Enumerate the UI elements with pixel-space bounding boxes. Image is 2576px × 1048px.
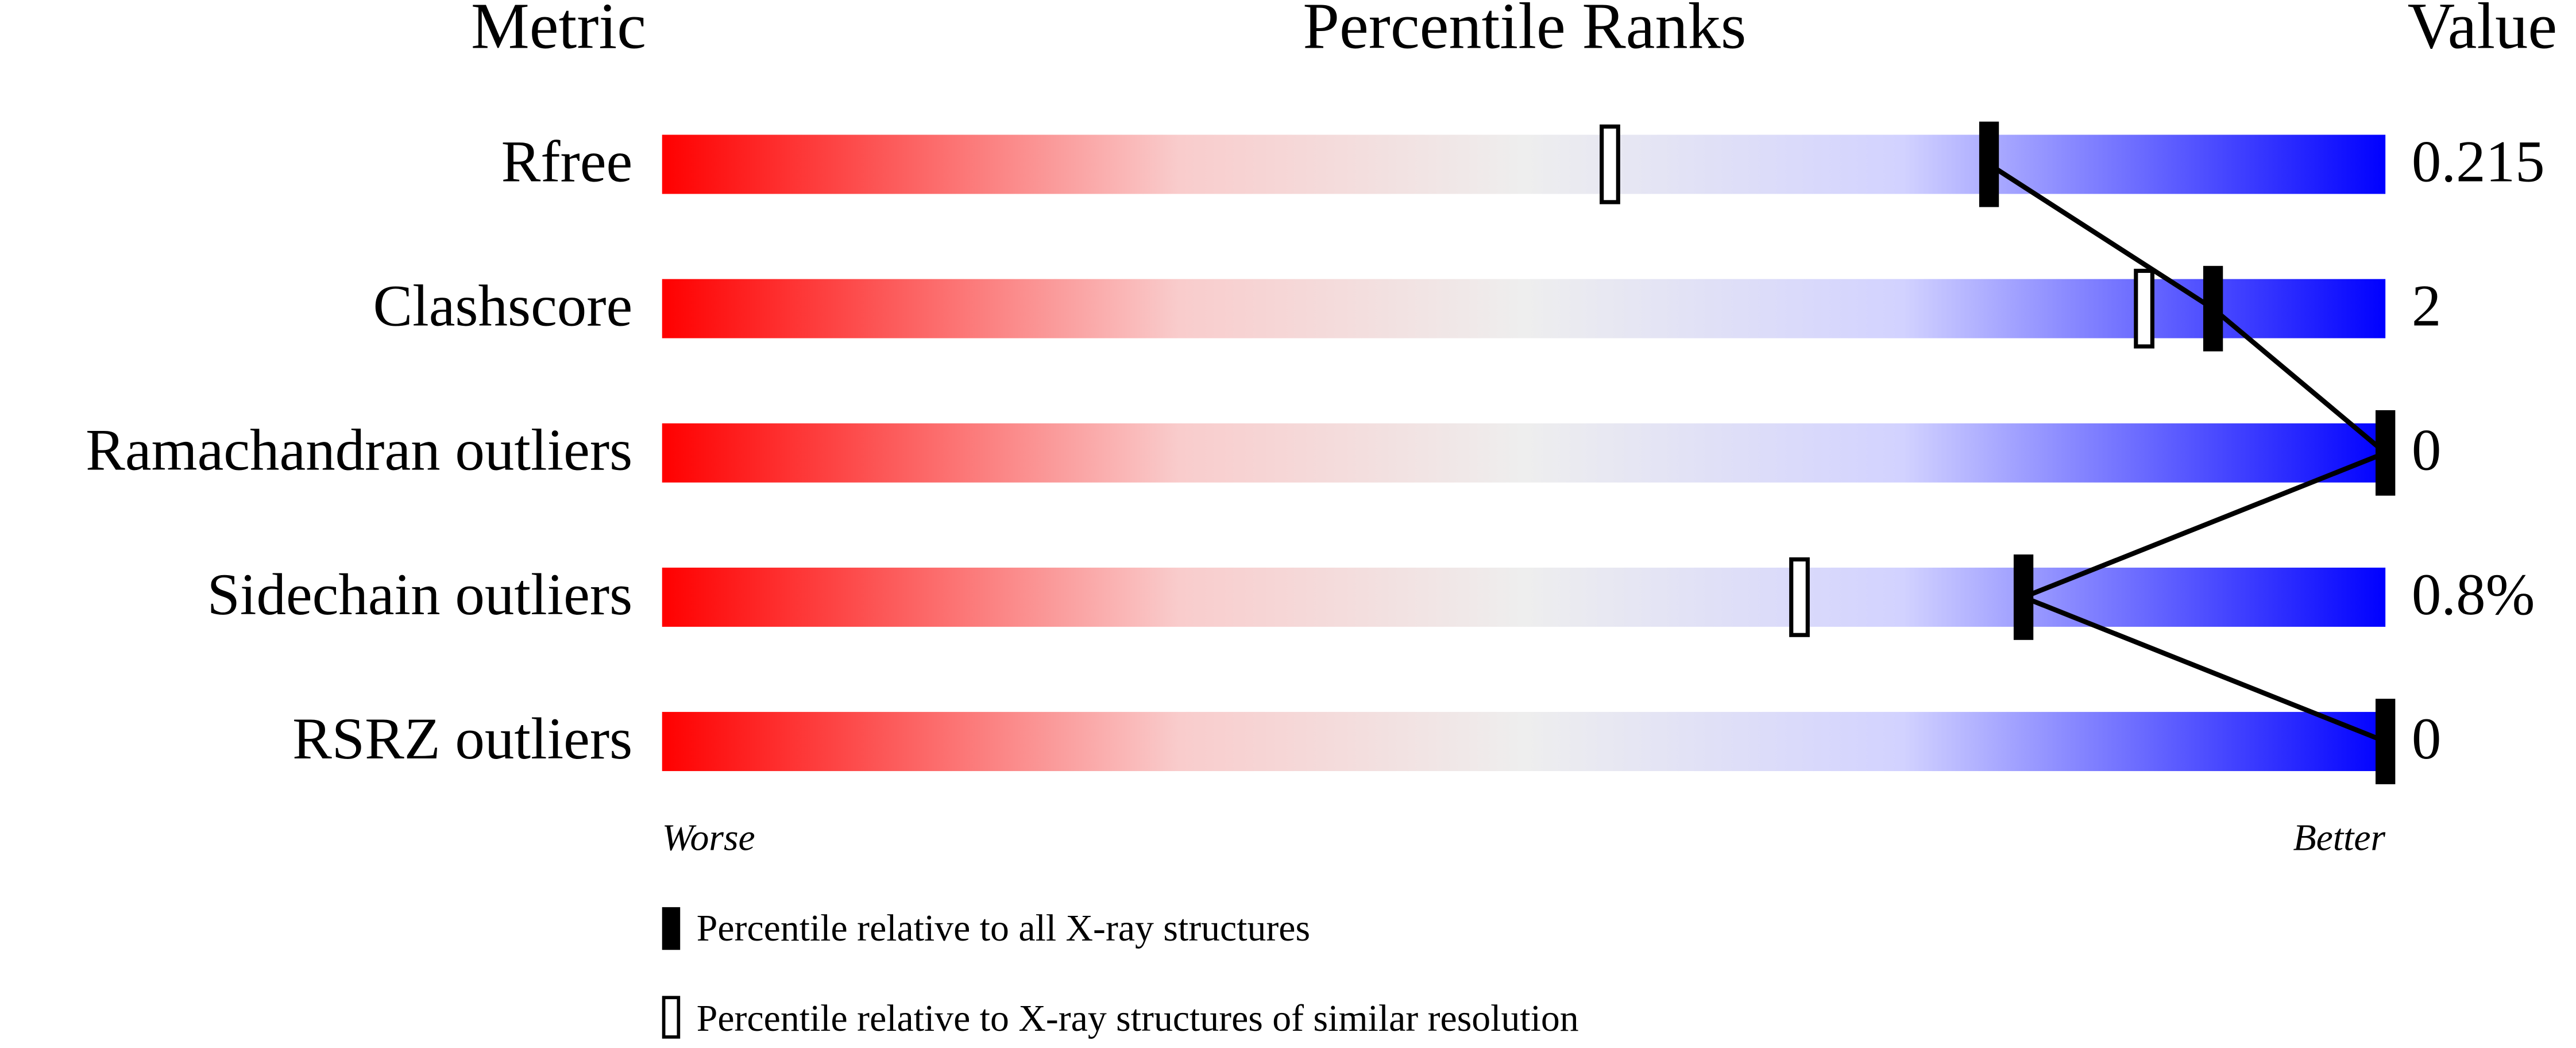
metric-value: 0.8%	[2412, 562, 2535, 627]
metric-value: 0	[2412, 418, 2441, 483]
header-percentile: Percentile Ranks	[1303, 0, 1746, 62]
metric-label: Rfree	[501, 129, 633, 194]
slider-bar	[662, 712, 2386, 772]
percentile-marker-all	[2376, 699, 2396, 784]
metric-value: 0.215	[2412, 129, 2545, 194]
percentile-marker-similar	[2134, 268, 2154, 349]
slider-bar	[662, 567, 2386, 627]
percentile-marker-all	[1979, 121, 1999, 207]
percentile-marker-all	[2376, 410, 2396, 496]
slider-bar	[662, 423, 2386, 483]
metric-value: 2	[2412, 273, 2441, 339]
slider-bar	[662, 134, 2386, 194]
legend-swatch-filled	[662, 907, 681, 950]
percentile-marker-all	[2013, 554, 2034, 640]
metric-label: RSRZ outliers	[292, 706, 632, 772]
legend-label: Percentile relative to X-ray structures …	[697, 997, 1579, 1039]
worse-label: Worse	[662, 817, 755, 859]
header-metric: Metric	[471, 0, 646, 62]
header-value: Value	[2408, 0, 2558, 62]
metric-label: Sidechain outliers	[207, 562, 633, 627]
metric-label: Ramachandran outliers	[86, 418, 632, 483]
percentile-marker-similar	[1600, 124, 1620, 205]
metric-value: 0	[2412, 706, 2441, 772]
better-label: Better	[2293, 817, 2385, 859]
slider-bar	[662, 279, 2386, 338]
percentile-marker-all	[2203, 265, 2223, 352]
legend-swatch-open	[662, 996, 681, 1039]
legend-label: Percentile relative to all X-ray structu…	[697, 907, 1310, 949]
percentile-marker-similar	[1789, 557, 1810, 637]
metric-label: Clashscore	[373, 273, 632, 339]
